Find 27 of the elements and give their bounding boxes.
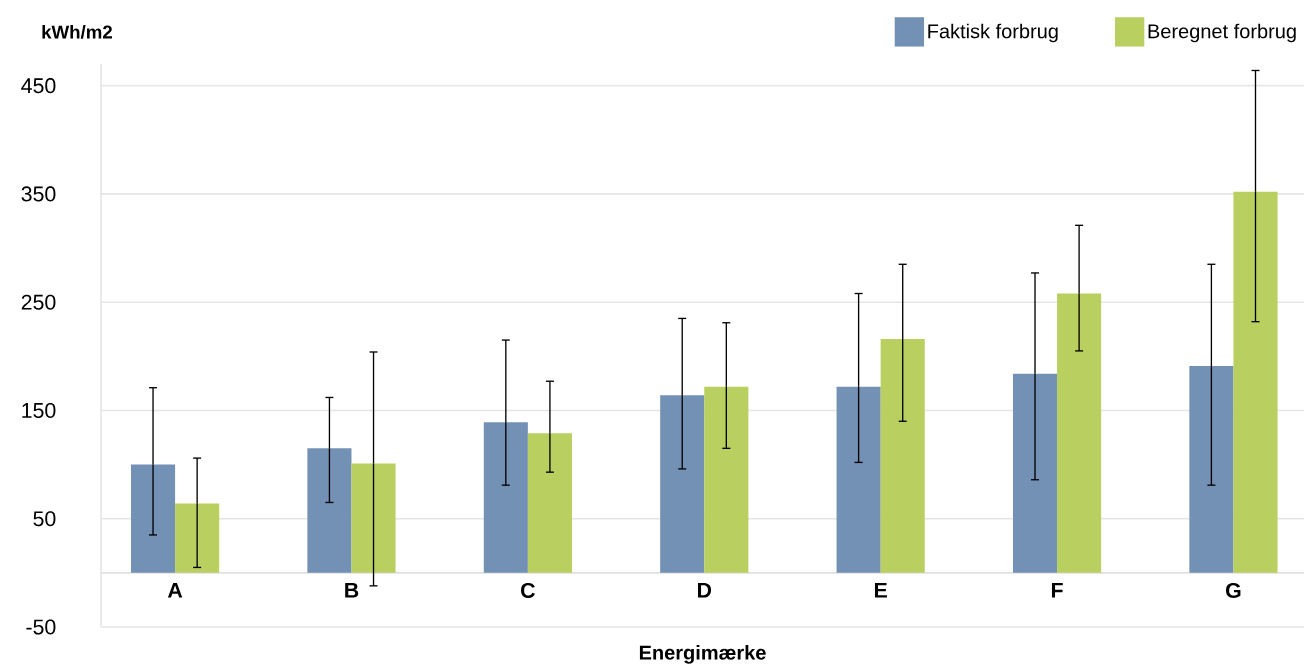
bar [351, 463, 396, 573]
bar [527, 433, 572, 573]
legend-label: Faktisk forbrug [928, 23, 1058, 43]
y-tick-label: 250 [21, 294, 56, 310]
bar [1233, 191, 1278, 573]
y-tick-label: 150 [22, 402, 56, 418]
bar [836, 386, 881, 573]
y-tick-label: 50 [33, 511, 56, 527]
x-tick-label: G [1226, 582, 1241, 598]
bar [307, 448, 352, 573]
bar [704, 386, 749, 573]
bar [1057, 293, 1102, 573]
y-tick-label: 350 [21, 186, 56, 202]
bar [880, 339, 925, 573]
x-tick-label: D [697, 582, 712, 598]
x-tick-label: F [1051, 582, 1063, 598]
x-tick-label: E [874, 582, 887, 598]
bar [660, 395, 705, 573]
x-tick-label: C [521, 582, 535, 598]
y-tick-label: 450 [21, 78, 56, 94]
x-tick-label: B [345, 582, 359, 598]
x-tick-label: A [167, 582, 183, 598]
y-axis-title: kWh/m2 [42, 24, 112, 39]
y-tick-label: -50 [26, 619, 56, 635]
legend-label: Beregnet forbrug [1148, 23, 1296, 43]
x-axis-title: Energimærke [639, 645, 766, 664]
bar [483, 422, 528, 573]
